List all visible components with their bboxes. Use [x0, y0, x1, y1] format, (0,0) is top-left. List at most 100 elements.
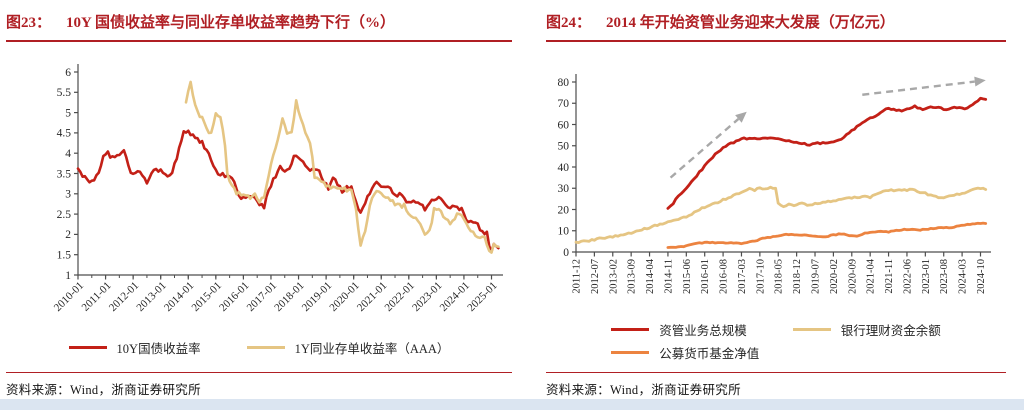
y-tick-label: 2.5: [57, 209, 72, 221]
legend-label: 资管业务总规模: [659, 323, 747, 338]
figure-24-block: 图24： 2014 年开始资管业务迎来大发展（万亿元） 0 10 20 30 40 50 60…: [546, 13, 1006, 398]
y-tick-label: 30: [558, 183, 570, 195]
figure-23-footer-rule: [6, 371, 512, 373]
x-tick-label: 2018-01: [272, 279, 306, 313]
figure-23-footer: 资料来源：Wind，浙商证券研究所: [6, 371, 512, 399]
x-tick-label: 2019-07: [811, 259, 822, 294]
x-tick-label: 2024-10: [976, 259, 987, 294]
legend-rows: 10Y国债收益率 1Y同业存单收益率（AAA）: [68, 334, 450, 357]
legend-row: 10Y国债收益率 1Y同业存单收益率（AAA）: [68, 338, 450, 357]
x-tick-label: 2023-01: [410, 279, 444, 313]
figure-24-footer-rule: [546, 371, 1006, 373]
x-tick-label: 2016-01: [217, 279, 251, 313]
x-tick-label: 2013-09: [627, 259, 638, 294]
legend-row: 资管业务总规模 银行理财资金余额: [611, 320, 941, 339]
legend-label: 1Y同业存单收益率（AAA）: [294, 341, 450, 356]
x-tick-label: 2019-01: [300, 279, 334, 313]
x-tick-label: 2025-01: [465, 279, 499, 313]
x-tick-label: 2011-12: [572, 259, 583, 294]
figure-24-title: 图24： 2014 年开始资管业务迎来大发展（万亿元）: [546, 13, 1006, 35]
figure-23-block: 图23： 10Y 国债收益率与同业存单收益率趋势下行（%） 1 1.5 2 2.5 3 3.…: [6, 13, 512, 398]
figure-24-footer: 资料来源：Wind，浙商证券研究所: [546, 371, 1006, 399]
asset-management-scale-line-chart: 0 10 20 30 40 50 60 70 80 2011-12 2012-07 2013-02 20…: [558, 73, 991, 294]
y-tick-label: 5.5: [57, 87, 72, 99]
axes: [77, 63, 503, 276]
series-line-2: [666, 221, 988, 249]
y-tick-label: 0: [563, 247, 569, 259]
y-tick-label: 4: [65, 148, 71, 160]
x-tick-label: 2018-05: [774, 259, 785, 294]
legend-rows: 资管业务总规模 银行理财资金余额公募货币基金净值: [611, 316, 941, 362]
yield-trend-line-chart: 11.522.533.544.555.562010-012011-012012-…: [52, 63, 503, 314]
x-tick-label: 2017-01: [245, 279, 279, 313]
y-tick-label: 2: [65, 229, 71, 241]
figure-23-title-text: 10Y 国债收益率与同业存单收益率趋势下行（%）: [66, 15, 396, 31]
figure-24-label: 图24：: [546, 15, 592, 31]
y-tick-label: 70: [558, 98, 570, 110]
series-line-1: [184, 80, 500, 254]
x-tick-label: 2014-04: [645, 258, 656, 294]
figure-23-label: 图23：: [6, 15, 52, 31]
legend-row: 公募货币基金净值: [611, 343, 759, 362]
x-tick-label: 2017-03: [737, 259, 748, 294]
legend-swatch-icon: [246, 345, 285, 349]
x-tick-label: 2020-09: [847, 259, 858, 294]
x-tick-label: 2022-06: [902, 259, 913, 294]
y-tick-label: 5: [65, 107, 71, 119]
y-tick-label: 4.5: [57, 127, 72, 139]
legend-label: 公募货币基金净值: [659, 346, 760, 361]
y-tick-label: 3.5: [57, 168, 72, 180]
x-tick-label: 2024-03: [958, 259, 969, 294]
y-tick-label: 1.5: [57, 249, 72, 261]
series-line-0: [76, 129, 500, 253]
axes: [575, 73, 991, 253]
x-tick-label: 2010-01: [52, 279, 86, 313]
legend-swatch-icon: [68, 345, 107, 349]
y-tick-label: 1: [65, 270, 71, 282]
x-tick-label: 2012-07: [590, 259, 601, 294]
y-tick-label: 20: [558, 204, 570, 216]
x-tick-label: 2021-04: [866, 258, 877, 294]
legend-item: 银行理财资金余额: [792, 320, 941, 339]
legend-swatch-icon: [611, 350, 650, 354]
x-tick-label: 2020-01: [327, 279, 361, 313]
x-tick-label: 2015-01: [190, 279, 224, 313]
y-tick-label: 80: [558, 77, 570, 89]
legend-item: 资管业务总规模: [611, 320, 747, 339]
x-tick-label: 2015-06: [682, 259, 693, 294]
x-tick-label: 2024-01: [438, 279, 472, 313]
x-tick-label: 2016-01: [700, 259, 711, 294]
figure-23-title: 图23： 10Y 国债收益率与同业存单收益率趋势下行（%）: [6, 13, 512, 35]
series-line-1: [574, 185, 988, 244]
y-tick-label: 3: [65, 188, 71, 200]
x-tick-label: 2023-01: [921, 259, 932, 294]
legend-swatch-icon: [792, 327, 831, 331]
x-tick-label: 2014-01: [162, 279, 196, 313]
legend-label: 10Y国债收益率: [116, 341, 201, 356]
figure-24-source-text: 资料来源：Wind，浙商证券研究所: [546, 383, 741, 397]
figure-24-legend: 资管业务总规模 银行理财资金余额公募货币基金净值: [546, 316, 1006, 362]
legend-swatch-icon: [611, 327, 650, 331]
x-tick-label: 2016-08: [719, 259, 730, 294]
x-tick-label: 2022-01: [383, 279, 417, 313]
trend-arrow-head-icon: [735, 111, 747, 123]
x-tick-label: 2023-08: [939, 259, 950, 294]
figure-23-legend: 10Y国债收益率 1Y同业存单收益率（AAA）: [6, 334, 512, 357]
figure-23-source-text: 资料来源：Wind，浙商证券研究所: [6, 383, 201, 397]
x-tick-label: 2014-11: [663, 259, 674, 294]
x-tick-label: 2020-02: [829, 259, 840, 294]
legend-item: 10Y国债收益率: [68, 338, 201, 357]
trend-arrow-shaft: [669, 117, 740, 179]
page-bottom-band: [0, 399, 1024, 410]
figure-23-title-rule: [6, 39, 512, 42]
y-tick-label: 6: [65, 67, 71, 79]
trend-arrow-head-icon: [974, 76, 986, 87]
x-tick-label: 2018-12: [792, 259, 803, 294]
x-tick-label: 2013-02: [608, 259, 619, 294]
figure-24-title-text: 2014 年开始资管业务迎来大发展（万亿元）: [606, 15, 895, 31]
x-tick-label: 2012-01: [107, 279, 141, 313]
y-tick-label: 40: [558, 162, 570, 174]
x-tick-label: 2021-11: [884, 259, 895, 294]
y-tick-label: 50: [558, 140, 570, 152]
